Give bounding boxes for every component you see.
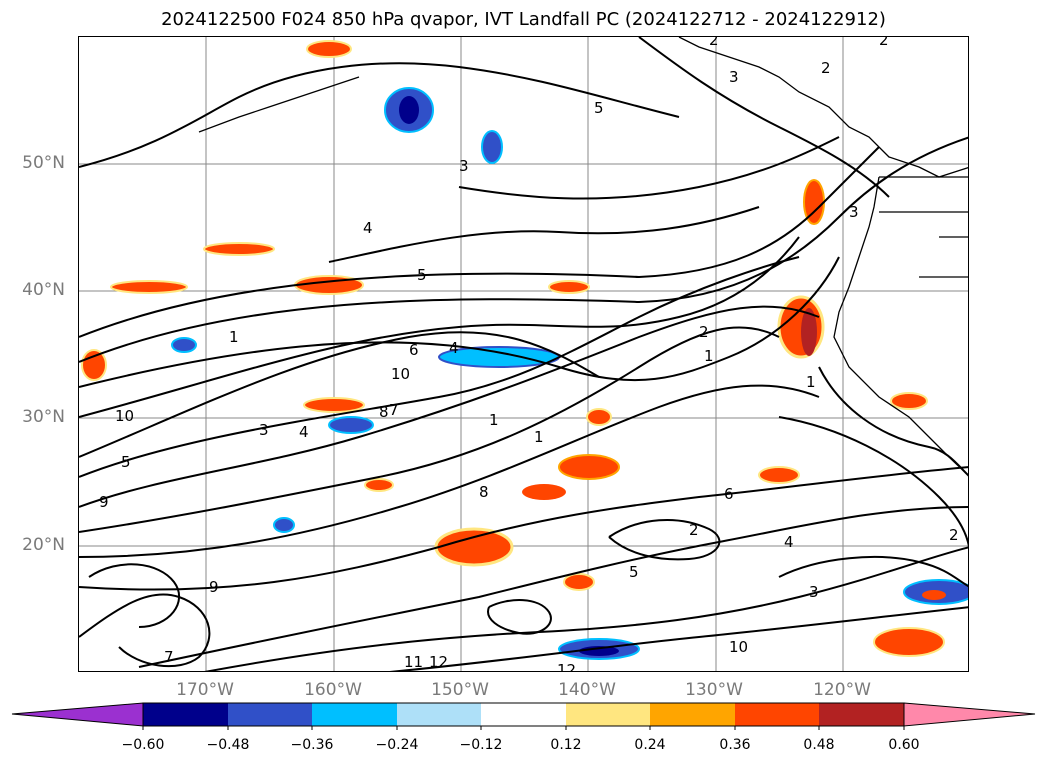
- colorbar-extend-low: [11, 702, 144, 727]
- colorbar-tick: 0.36: [719, 737, 751, 753]
- contour-labels: 2 2 2 3 5 3 4 5 1 10 6 4 8 7 3 1 10 9 5 …: [99, 37, 959, 672]
- colorbar-bin: [735, 703, 819, 726]
- lat-label-30n: 30°N: [22, 407, 65, 427]
- contour-label: 3: [259, 421, 269, 439]
- contour-label: 5: [121, 453, 131, 471]
- lat-label-50n: 50°N: [22, 153, 65, 173]
- contour-label: 2: [689, 521, 699, 539]
- contour-label: 2: [709, 37, 719, 49]
- contour-label: 8: [379, 403, 389, 421]
- contour-label: 10: [391, 365, 410, 383]
- contour-label: 2: [821, 59, 831, 77]
- map-panel: 2 2 2 3 5 3 4 5 1 10 6 4 8 7 3 1 10 9 5 …: [78, 36, 969, 672]
- contour-label: 2: [879, 37, 889, 49]
- contour-label: 2: [699, 323, 709, 341]
- contour-label: 3: [809, 583, 819, 601]
- contour-label: 1: [704, 347, 714, 365]
- lat-label-20n: 20°N: [22, 535, 65, 555]
- contour-label: 1: [806, 373, 816, 391]
- contour-label: 2: [949, 526, 959, 544]
- colorbar-bin: [481, 703, 566, 726]
- qvapor-anomaly-fill: [81, 40, 968, 660]
- contour-label: 12: [429, 653, 448, 671]
- colorbar-tick: −0.36: [290, 737, 334, 753]
- map-canvas: 2 2 2 3 5 3 4 5 1 10 6 4 8 7 3 1 10 9 5 …: [79, 37, 968, 672]
- contour-label: 9: [99, 493, 109, 511]
- colorbar-tick: 0.24: [634, 737, 666, 753]
- lon-label-160w: 160°W: [304, 680, 362, 700]
- contour-label: 4: [449, 339, 459, 357]
- colorbar-tick: 0.60: [888, 737, 920, 753]
- colorbar: [11, 702, 1036, 730]
- contour-label: 3: [729, 68, 739, 86]
- contour-label: 4: [784, 533, 794, 551]
- coastline: [198, 37, 968, 476]
- contour-label: 10: [115, 407, 134, 425]
- colorbar-tick: −0.24: [375, 737, 419, 753]
- contour-label: 1: [534, 428, 544, 446]
- colorbar-bin: [228, 703, 312, 726]
- contour-label: 1: [489, 411, 499, 429]
- contour-label: 8: [479, 483, 489, 501]
- contour-label: 9: [209, 578, 219, 596]
- contour-label: 11: [404, 653, 423, 671]
- contour-label: 5: [629, 563, 639, 581]
- contour-label: 3: [459, 157, 469, 175]
- lon-label-120w: 120°W: [813, 680, 871, 700]
- contour-label: 12: [557, 661, 576, 672]
- contour-label: 6: [724, 485, 734, 503]
- colorbar-tick: −0.12: [459, 737, 503, 753]
- lon-label-130w: 130°W: [685, 680, 743, 700]
- colorbar-bin: [397, 703, 481, 726]
- contour-label: 4: [363, 219, 373, 237]
- lon-label-170w: 170°W: [176, 680, 234, 700]
- map-title: 2024122500 F024 850 hPa qvapor, IVT Land…: [161, 9, 886, 30]
- lat-label-40n: 40°N: [22, 280, 65, 300]
- contour-label: 5: [417, 266, 427, 284]
- colorbar-extend-high: [903, 702, 1036, 727]
- colorbar-tick: 0.48: [803, 737, 835, 753]
- colorbar-bin: [312, 703, 397, 726]
- colorbar-bin: [819, 703, 904, 726]
- colorbar-bin: [650, 703, 735, 726]
- colorbar-tick: −0.60: [121, 737, 165, 753]
- contour-label: 3: [849, 203, 859, 221]
- contour-label: 7: [389, 401, 399, 419]
- colorbar-bin: [143, 703, 228, 726]
- contour-label: 6: [409, 341, 419, 359]
- contour-label: 10: [729, 638, 748, 656]
- contour-label: 7: [164, 648, 174, 666]
- contour-label: 4: [299, 423, 309, 441]
- contour-label: 5: [594, 99, 604, 117]
- colorbar-tick: 0.12: [550, 737, 582, 753]
- colorbar-bin: [566, 703, 650, 726]
- lon-label-140w: 140°W: [558, 680, 616, 700]
- ivt-contours: [79, 37, 968, 671]
- colorbar-tick: −0.48: [206, 737, 250, 753]
- contour-label: 1: [229, 328, 239, 346]
- lon-label-150w: 150°W: [431, 680, 489, 700]
